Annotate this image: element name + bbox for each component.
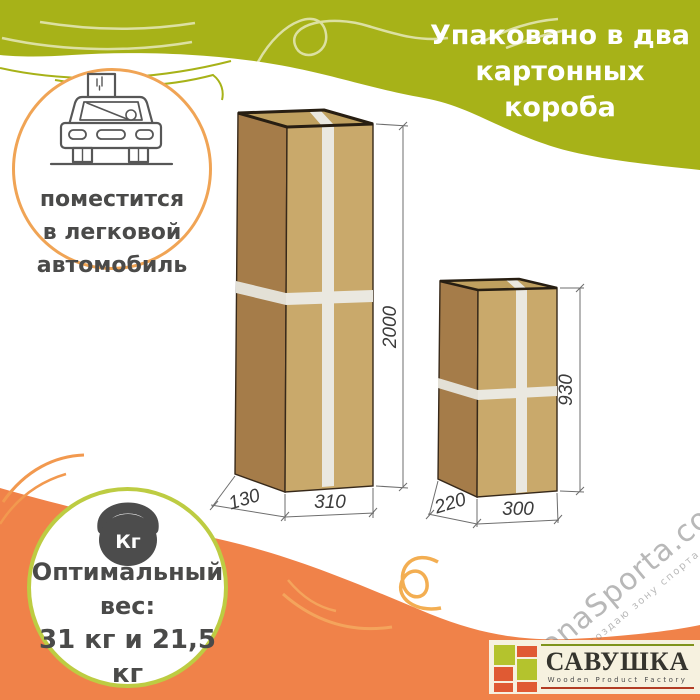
weight-badge: Кг Оптимальный вес: 31 кг и 21,5 кг xyxy=(27,487,228,691)
banner-headline: Упаковано в два картонных короба xyxy=(425,18,695,126)
small-box-horizontal-tape-side xyxy=(438,378,478,400)
logo-mosaic-icon xyxy=(494,645,538,692)
small-box-width-label: 300 xyxy=(502,499,534,520)
car-badge-text: поместится в легковой автомобиль xyxy=(15,183,209,282)
small-box-top-tape xyxy=(506,280,527,289)
green-banner-shape xyxy=(0,0,700,170)
small-box-height-label: 930 xyxy=(556,374,577,406)
kettlebell-icon: Кг xyxy=(97,502,159,566)
car-text-line-1: поместится xyxy=(39,187,185,212)
large-box-horizontal-tape-side xyxy=(236,281,286,305)
large-box-horizontal-tape-front xyxy=(286,290,373,305)
small-box-horizontal-tape-front xyxy=(478,386,557,400)
small-box-depth-label: 220 xyxy=(431,489,469,519)
car-text-line-2: в легковой xyxy=(42,220,182,245)
car-badge: поместится в легковой автомобиль xyxy=(12,68,212,278)
weight-text-line-1: Оптимальный xyxy=(31,558,224,586)
car-with-box-icon xyxy=(49,72,174,166)
large-box-depth-label: 130 xyxy=(226,485,263,514)
large-box-top-tape xyxy=(309,111,334,126)
banner-line-2: картонных xyxy=(475,56,645,87)
large-box-height-label: 2000 xyxy=(380,305,401,349)
weight-badge-text: Оптимальный вес: 31 кг и 21,5 кг xyxy=(31,555,224,691)
large-box-dimension-lines xyxy=(209,121,409,522)
manufacturer-logo: САВУШКА Wooden Product Factory xyxy=(489,640,700,694)
large-box-vertical-tape xyxy=(322,125,334,487)
weight-text-line-3: 31 кг и 21,5 кг xyxy=(39,625,216,689)
car-text-line-3: автомобиль xyxy=(36,253,188,278)
logo-bottom-rule xyxy=(541,687,694,689)
banner-line-1: Упаковано в два xyxy=(429,20,691,51)
small-box-dimension-lines xyxy=(425,283,585,529)
banner-line-3: короба xyxy=(504,92,616,123)
large-box-drawing: 2000 130 310 xyxy=(209,108,409,522)
white-swirl-decorations xyxy=(1,17,563,63)
logo-text-block: САВУШКА Wooden Product Factory xyxy=(541,644,694,689)
kettlebell-label: Кг xyxy=(115,531,141,553)
logo-tagline: Wooden Product Factory xyxy=(547,676,688,684)
small-box-drawing: 930 220 300 xyxy=(425,277,585,529)
logo-top-rule xyxy=(541,644,694,646)
weight-text-line-2: вес: xyxy=(99,592,156,620)
orange-swirl-decorations xyxy=(0,453,442,631)
large-box-width-label: 310 xyxy=(314,492,346,513)
logo-name: САВУШКА xyxy=(545,647,690,676)
